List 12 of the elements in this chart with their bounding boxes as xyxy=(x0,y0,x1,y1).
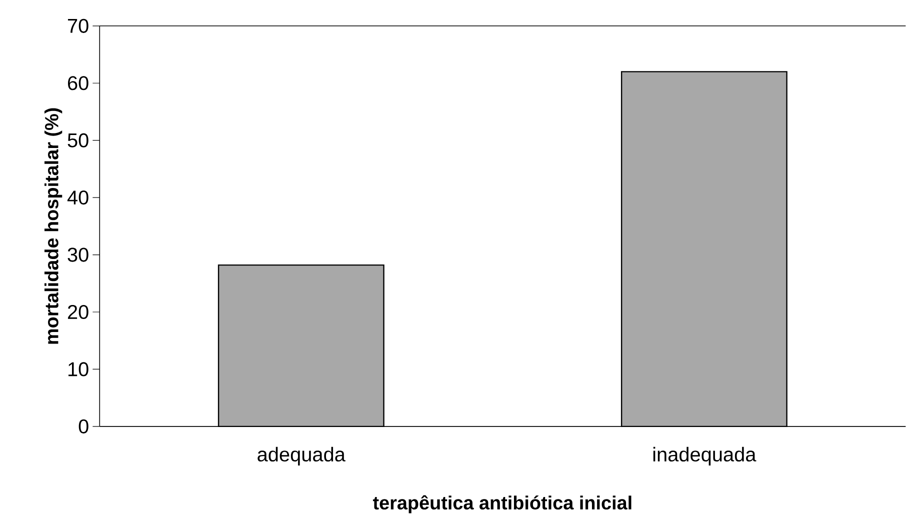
y-tick-label: 10 xyxy=(68,362,88,376)
y-tick-label: 70 xyxy=(68,18,88,33)
y-tick-label: 60 xyxy=(68,76,88,90)
y-tick-label: 20 xyxy=(68,304,88,319)
y-tick-label: 40 xyxy=(67,190,88,205)
x-axis-title: terapêutica antibiótica inicial xyxy=(372,495,632,514)
y-axis-title: mortalidade hospitalar (%) xyxy=(44,108,62,344)
y-tick-label: 30 xyxy=(68,248,88,262)
y-tick-label: 50 xyxy=(68,133,88,148)
y-tick-label: 0 xyxy=(78,419,88,434)
x-tick-label: inadequada xyxy=(653,446,756,466)
x-tick-label: adequada xyxy=(258,446,346,466)
